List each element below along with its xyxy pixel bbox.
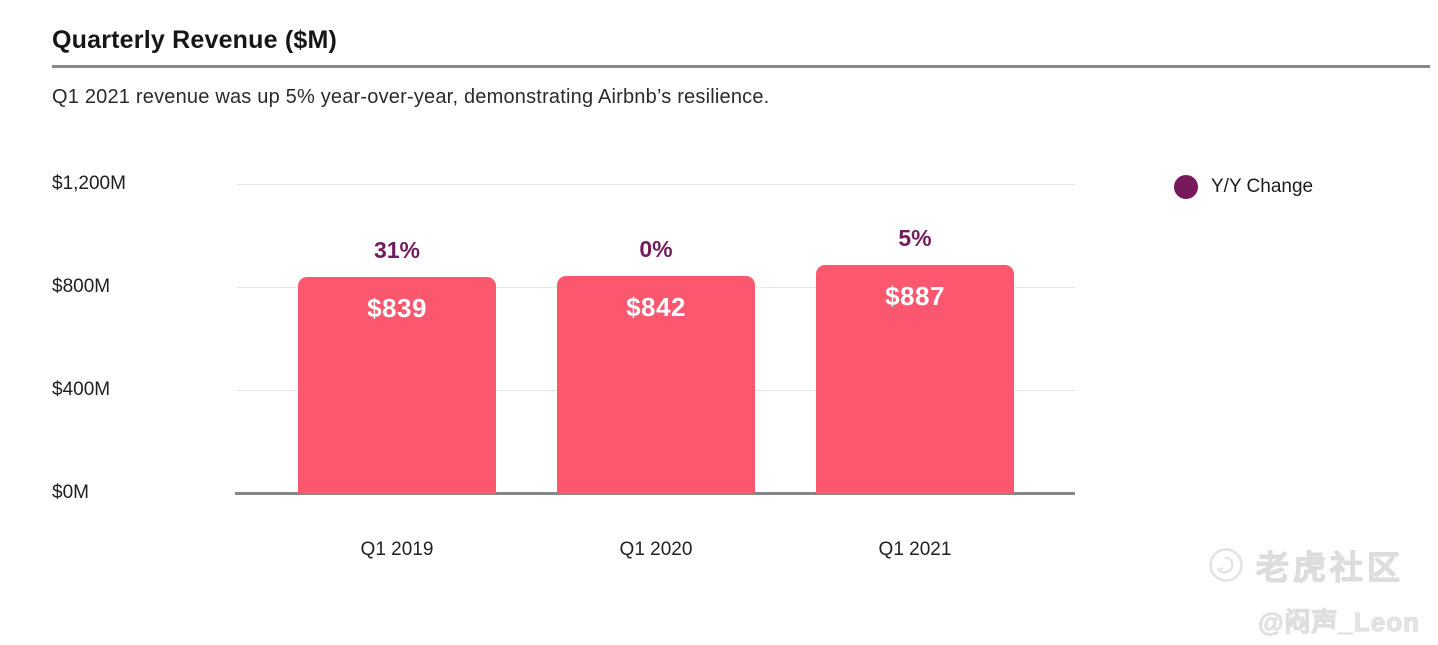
x-axis-category-label: Q1 2019 [360,539,434,560]
y-axis-tick-label: $1,200M [52,173,126,194]
bar-value-label: $842 [626,292,686,323]
legend: Y/Y Change [1174,175,1313,199]
x-axis-category-label: Q1 2021 [878,539,952,560]
watermark-username: @闷声_Leon [1258,607,1420,638]
revenue-bar [298,276,496,494]
x-axis-category-label: Q1 2020 [619,539,693,560]
y-axis-tick-label: $800M [52,276,111,297]
revenue-bar [557,276,755,494]
gridline [237,183,1075,185]
chart-title: Quarterly Revenue ($M) [52,26,338,54]
title-divider [52,65,1430,68]
yoy-change-label: 0% [639,236,673,263]
tiger-community-logo-icon [1209,548,1243,582]
y-axis-tick-label: $0M [52,482,89,503]
revenue-bar [816,264,1014,494]
watermark: 老虎社区 @闷声_Leon [1208,541,1420,639]
yoy-change-label: 5% [898,224,932,251]
chart-subtitle: Q1 2021 revenue was up 5% year-over-year… [52,86,770,108]
bar-value-label: $839 [367,292,427,323]
yy-change-legend-dot-icon [1174,175,1198,199]
y-axis-tick-label: $400M [52,379,111,400]
bar-value-label: $887 [885,280,945,311]
legend-label: Y/Y Change [1211,176,1314,197]
watermark-brand: 老虎社区 [1256,549,1404,587]
yoy-change-label: 31% [373,236,421,263]
